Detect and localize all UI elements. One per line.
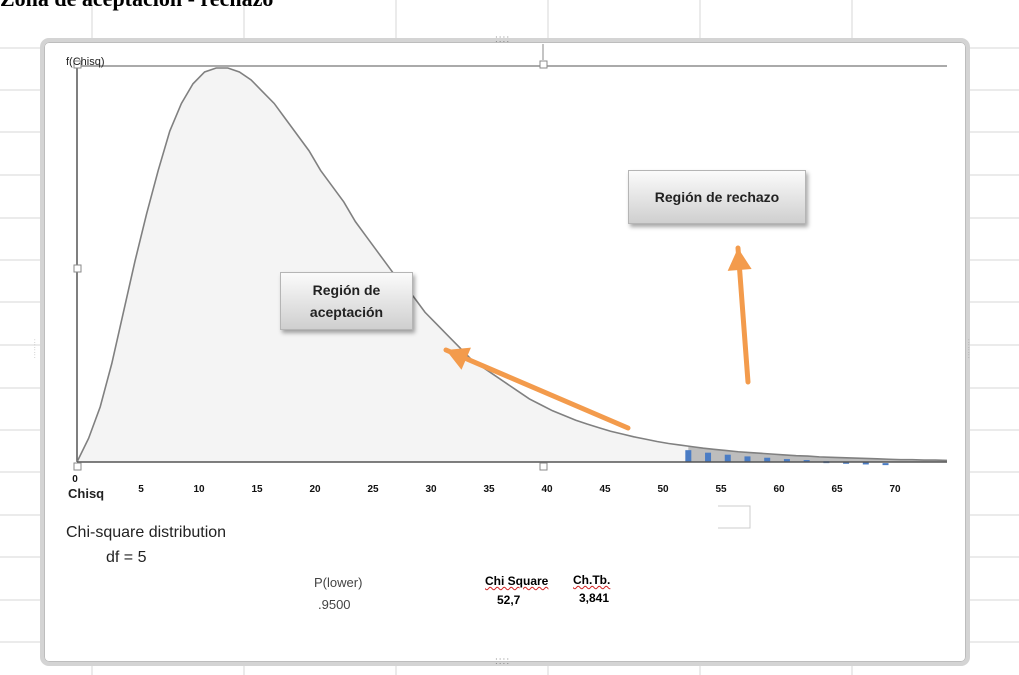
x-tick-label: 15 (251, 484, 263, 495)
bottom-resize-handle[interactable]: :::: (495, 656, 511, 667)
acceptance-arrow-head (446, 347, 471, 370)
selection-handle[interactable] (539, 462, 548, 471)
rejection-area (688, 446, 947, 462)
selection-handle[interactable] (73, 60, 82, 69)
chi-square-label: Chi Square (485, 574, 549, 588)
left-resize-handle[interactable]: :::: (34, 339, 36, 360)
rejection-bar (882, 463, 889, 466)
rejection-bar (862, 462, 869, 465)
rejection-region-callout[interactable]: Región de rechazo (628, 170, 806, 224)
p-lower-value: .9500 (318, 597, 351, 612)
x-tick-label: 55 (715, 484, 727, 495)
rejection-region-label: Región de rechazo (654, 189, 780, 205)
page-title: Zona de aceptación - rechazo (0, 0, 273, 12)
rejection-bar (705, 452, 712, 462)
chi-square-value: 52,7 (497, 593, 521, 607)
x-tick-label: 70 (889, 484, 901, 495)
rejection-bar (764, 457, 771, 462)
x-tick-label: 20 (309, 484, 321, 495)
selection-handle[interactable] (73, 264, 82, 273)
rejection-bar (783, 459, 790, 462)
rejection-bar (803, 460, 810, 463)
acceptance-area (77, 68, 947, 462)
acceptance-region-callout[interactable]: Región de aceptación (280, 272, 413, 330)
rejection-bar (744, 456, 751, 462)
x-tick-label: 60 (773, 484, 785, 495)
rejection-bar (685, 450, 692, 462)
rejection-arrow-head (727, 248, 752, 271)
distribution-name: Chi-square distribution (66, 524, 227, 541)
x-tick-label: 25 (367, 484, 379, 495)
x-tick-label: 45 (599, 484, 611, 495)
chi-table-value: 3,841 (579, 591, 610, 605)
y-axis-label: f(Chisq) (66, 56, 105, 68)
selection-handle[interactable] (73, 462, 82, 471)
rejection-bar (843, 461, 850, 464)
x-tick-label: 5 (138, 484, 144, 495)
x-tick-label: 35 (483, 484, 495, 495)
chi-table-label: Ch.Tb. (573, 573, 611, 587)
rejection-arrow-shaft (735, 245, 751, 385)
acceptance-region-label: Región de aceptación (309, 282, 384, 320)
cell-notch (718, 505, 751, 529)
x-tick-label: 30 (425, 484, 437, 495)
p-lower-label: P(lower) (314, 575, 363, 590)
x-tick-label: 0 (72, 474, 78, 485)
top-resize-handle[interactable]: :::: (495, 34, 511, 45)
right-resize-handle[interactable]: :::: (968, 339, 970, 360)
x-tick-label: 40 (541, 484, 553, 495)
x-tick-label: 50 (657, 484, 669, 495)
density-curve (76, 67, 948, 463)
x-axis-label: Chisq (68, 486, 105, 501)
x-tick-label: 10 (193, 484, 205, 495)
selection-handle[interactable] (539, 60, 548, 69)
degrees-of-freedom: df = 5 (106, 549, 147, 566)
acceptance-arrow-shaft (443, 347, 631, 431)
rejection-bar (724, 454, 731, 462)
x-tick-label: 65 (831, 484, 843, 495)
